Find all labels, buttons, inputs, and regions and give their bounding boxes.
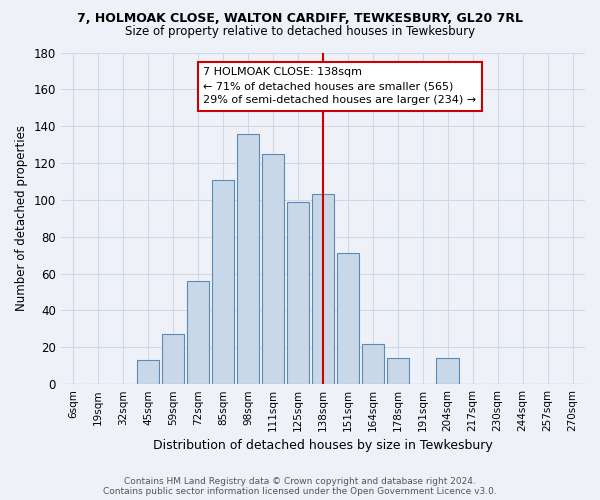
Y-axis label: Number of detached properties: Number of detached properties bbox=[15, 126, 28, 312]
Bar bbox=[212, 180, 234, 384]
Bar bbox=[337, 254, 359, 384]
Bar bbox=[187, 281, 209, 384]
Bar bbox=[137, 360, 160, 384]
Bar bbox=[287, 202, 309, 384]
Bar bbox=[386, 358, 409, 384]
Text: Contains HM Land Registry data © Crown copyright and database right 2024.: Contains HM Land Registry data © Crown c… bbox=[124, 477, 476, 486]
Bar bbox=[262, 154, 284, 384]
Text: Contains public sector information licensed under the Open Government Licence v3: Contains public sector information licen… bbox=[103, 487, 497, 496]
Bar bbox=[436, 358, 459, 384]
X-axis label: Distribution of detached houses by size in Tewkesbury: Distribution of detached houses by size … bbox=[153, 440, 493, 452]
Text: Size of property relative to detached houses in Tewkesbury: Size of property relative to detached ho… bbox=[125, 25, 475, 38]
Bar bbox=[362, 344, 384, 384]
Bar bbox=[237, 134, 259, 384]
Bar bbox=[162, 334, 184, 384]
Text: 7, HOLMOAK CLOSE, WALTON CARDIFF, TEWKESBURY, GL20 7RL: 7, HOLMOAK CLOSE, WALTON CARDIFF, TEWKES… bbox=[77, 12, 523, 26]
Text: 7 HOLMOAK CLOSE: 138sqm
← 71% of detached houses are smaller (565)
29% of semi-d: 7 HOLMOAK CLOSE: 138sqm ← 71% of detache… bbox=[203, 67, 476, 105]
Bar bbox=[311, 194, 334, 384]
